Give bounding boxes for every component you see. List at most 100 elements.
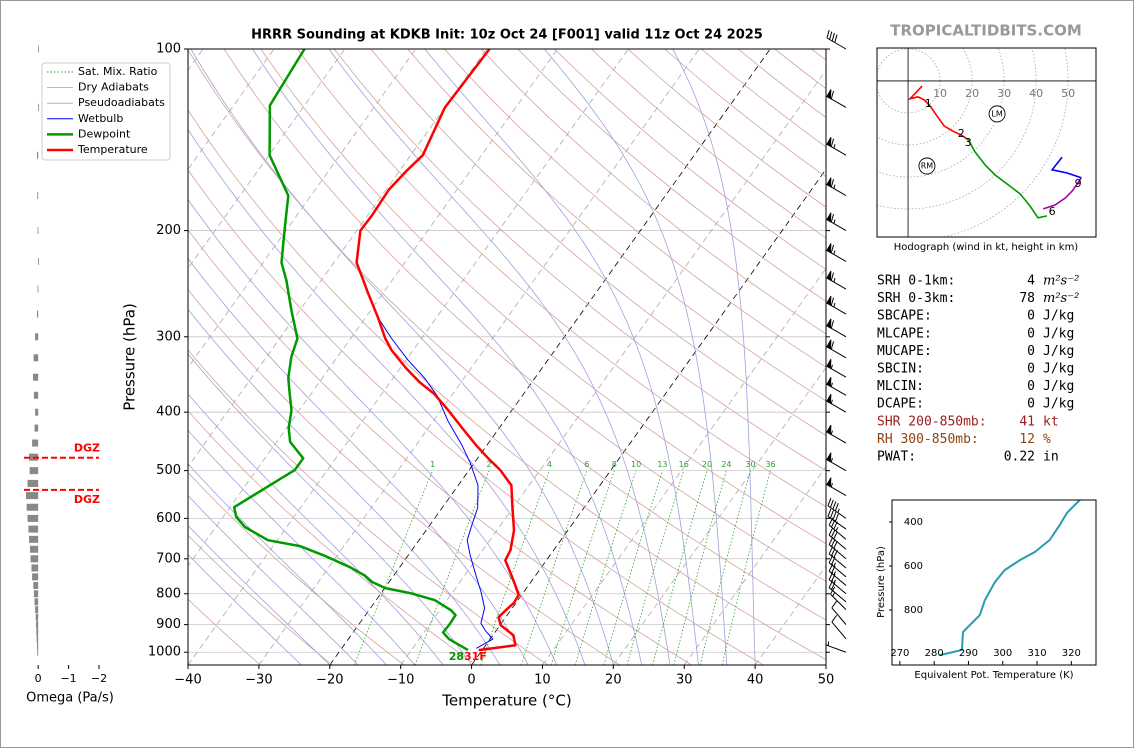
- x-tick-label: 10: [534, 673, 551, 688]
- wind-barb: [828, 517, 847, 540]
- wind-barb: [826, 89, 847, 108]
- y-tick-label: 700: [156, 551, 181, 566]
- dry-adiabat: [260, 49, 826, 545]
- wind-barb: [826, 393, 847, 413]
- barb-half: [833, 144, 836, 149]
- wind-barb: [831, 600, 847, 625]
- barb-half: [833, 250, 836, 255]
- barb-full: [830, 557, 836, 565]
- mixing-ratio-line: [699, 470, 751, 665]
- barb-half: [833, 302, 836, 308]
- y-tick-label: 600: [904, 561, 923, 572]
- thetae-y-label: Pressure (hPa): [876, 546, 887, 618]
- mixing-ratio-label: 24: [721, 460, 731, 469]
- barb-flag: [826, 359, 832, 370]
- parameter-value: 12: [1019, 432, 1035, 447]
- barb-full: [830, 581, 836, 590]
- barb-full: [831, 614, 838, 623]
- omega-bar: [33, 590, 39, 598]
- isotherm: [188, 49, 629, 665]
- parameter-unit: J/kg: [1043, 397, 1074, 412]
- x-tick-label: 290: [959, 648, 978, 659]
- hodograph-ring-label: 40: [1029, 87, 1043, 100]
- parameter-unit: J/kg: [1043, 344, 1074, 359]
- height-label: 6: [1049, 205, 1056, 218]
- y-tick-label: 1000: [148, 645, 181, 660]
- omega-bar: [29, 467, 39, 475]
- omega-bar: [36, 628, 39, 636]
- surface-label: 31F: [464, 650, 487, 663]
- mixing-ratio-label: 36: [765, 460, 775, 469]
- parameter-value: 0: [1027, 344, 1035, 359]
- barb-full: [830, 341, 835, 350]
- mixing-ratio-line: [652, 470, 708, 665]
- height-label: 3: [965, 136, 972, 149]
- barb-flag: [826, 377, 832, 388]
- isotherm: [188, 49, 487, 468]
- barb-staff: [828, 587, 847, 603]
- height-label: 9: [1075, 177, 1082, 190]
- barb-full: [830, 565, 836, 574]
- isotherm: [258, 49, 700, 665]
- x-tick-label: −10: [387, 673, 414, 688]
- barb-half: [833, 219, 836, 224]
- mixing-ratio-line: [603, 470, 663, 665]
- omega-bar: [36, 635, 39, 643]
- barb-full: [833, 550, 838, 558]
- barb-flag: [826, 318, 832, 329]
- barb-full: [831, 600, 838, 609]
- pseudoadiabat: [424, 49, 699, 665]
- barb-full: [830, 573, 836, 582]
- barb-full: [830, 320, 835, 329]
- hodograph-ring-label: 50: [1061, 87, 1075, 100]
- parameter-label: SRH 0-3km:: [877, 291, 955, 306]
- barb-full: [832, 512, 837, 521]
- omega-bar: [27, 514, 39, 522]
- wind-barb: [826, 452, 847, 472]
- omega-bar: [35, 613, 39, 621]
- parameter-unit: m²s⁻²: [1043, 291, 1079, 306]
- omega-bar: [32, 573, 39, 581]
- parameter-unit: %: [1043, 432, 1051, 447]
- barb-half: [830, 364, 833, 369]
- parameter-label: RH 300-850mb:: [877, 432, 979, 447]
- wind-barb: [826, 377, 847, 396]
- barb-half: [830, 382, 833, 387]
- hodograph-trace: [1050, 156, 1082, 179]
- wind-barb: [828, 580, 847, 603]
- wind-barb: [826, 270, 847, 290]
- barb-full: [830, 297, 835, 306]
- pseudoadiabat: [328, 49, 671, 665]
- omega-bar: [37, 648, 39, 656]
- pseudoadiabat: [544, 49, 728, 665]
- barb-full: [834, 503, 839, 512]
- isotherm: [188, 49, 275, 170]
- barb-full: [828, 563, 834, 572]
- parameter-label: SHR 200-850mb:: [877, 414, 987, 429]
- legend-label: Pseudoadiabats: [78, 96, 165, 109]
- wind-barb: [826, 295, 847, 315]
- parameter-label: SBCIN:: [877, 362, 924, 377]
- hodograph-trace: [1042, 177, 1082, 210]
- mixing-ratio-line: [550, 470, 615, 665]
- omega-bar: [31, 564, 39, 572]
- dry-adiabat: [188, 349, 549, 665]
- barb-full: [829, 510, 834, 519]
- barb-full: [830, 214, 835, 223]
- barb-full: [827, 508, 832, 517]
- pseudoadiabat: [188, 429, 416, 665]
- pseudoadiabat: [252, 49, 643, 665]
- barb-flag: [826, 137, 832, 148]
- legend-label: Sat. Mix. Ratio: [78, 65, 158, 78]
- thetae-x-label: Equivalent Pot. Temperature (K): [914, 670, 1073, 681]
- y-tick-label: 100: [156, 42, 181, 57]
- barb-staff: [825, 644, 847, 653]
- storm-motion-marker: [988, 105, 1006, 123]
- omega-bar: [36, 621, 39, 629]
- barb-half: [837, 508, 840, 513]
- x-tick-label: 0: [35, 672, 42, 685]
- storm-motion-marker: [918, 157, 936, 175]
- omega-bar: [32, 439, 39, 447]
